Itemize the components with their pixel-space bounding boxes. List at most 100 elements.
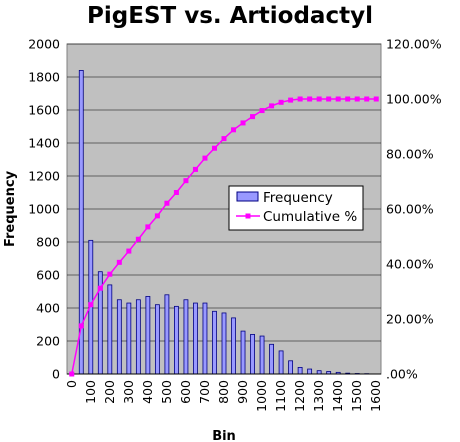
bar	[193, 302, 198, 375]
x-tick-label: 400	[140, 380, 155, 404]
bar	[269, 343, 274, 375]
cumulative-line	[69, 96, 379, 377]
cumulative-marker	[202, 155, 208, 161]
y2-tick-label: 120.00%	[386, 37, 442, 52]
legend-label-frequency: Frequency	[263, 190, 333, 206]
cumulative-marker	[231, 127, 237, 133]
cumulative-marker	[297, 96, 303, 102]
x-tick-label: 900	[235, 380, 250, 404]
cumulative-marker	[288, 97, 294, 103]
cumulative-marker	[354, 96, 360, 102]
x-tick-label: 1200	[292, 380, 307, 412]
cumulative-marker	[316, 96, 322, 102]
x-tick-label: 600	[178, 380, 193, 404]
cumulative-marker	[192, 166, 198, 172]
cumulative-marker	[326, 96, 332, 102]
y2-axis-ticks: .00% 20.00% 40.00% 60.00% 80.00% 100.00% 120.0…	[386, 37, 442, 382]
y-tick-label: 1400	[28, 136, 60, 151]
cumulative-marker	[211, 145, 217, 151]
legend-label-cumulative: Cumulative %	[263, 209, 357, 225]
y2-tick-label: 40.00%	[386, 257, 434, 272]
bar	[278, 350, 284, 375]
bar	[212, 310, 217, 375]
x-axis-title: Bin	[212, 429, 236, 442]
cumulative-marker	[116, 259, 122, 265]
cumulative-marker	[154, 213, 160, 219]
y-tick-label: 1000	[28, 202, 60, 217]
bar	[183, 299, 189, 375]
cumulative-marker	[345, 96, 351, 102]
x-tick-label: 1500	[349, 380, 364, 412]
bar	[288, 360, 294, 375]
y-tick-label: 1200	[28, 169, 60, 184]
cumulative-marker	[107, 271, 113, 277]
legend: Frequency Cumulative %	[228, 185, 364, 231]
y-tick-label: 800	[36, 235, 60, 250]
cumulative-marker	[88, 302, 94, 308]
legend-marker-cumulative	[245, 213, 251, 219]
y-tick-label: 400	[36, 301, 60, 316]
bar	[307, 368, 313, 375]
cumulative-marker	[97, 285, 103, 291]
y2-tick-label: .00%	[386, 367, 418, 382]
y2-tick-label: 100.00%	[386, 92, 442, 107]
y-axis-title: Frequency	[3, 170, 18, 247]
cumulative-marker	[307, 96, 313, 102]
bar	[297, 366, 303, 375]
cumulative-marker	[164, 200, 170, 206]
y2-tick-label: 80.00%	[386, 147, 434, 162]
bar	[174, 305, 179, 375]
cumulative-marker	[126, 248, 132, 254]
legend-swatch-frequency	[236, 191, 259, 202]
y2-tick-label: 20.00%	[386, 312, 434, 327]
cumulative-marker	[173, 190, 179, 195]
x-axis-ticks: 0 100 200 300 400 500 600 700 800 900 1000 1100 1200…	[64, 380, 383, 412]
bar	[164, 294, 170, 375]
x-tick-label: 700	[197, 380, 212, 404]
cumulative-marker	[278, 99, 284, 105]
y-tick-label: 0	[52, 367, 60, 382]
cumulative-marker	[183, 178, 189, 184]
bar	[116, 299, 122, 375]
cumulative-marker	[335, 96, 341, 102]
y-tick-label: 1800	[28, 70, 60, 85]
bar	[154, 304, 160, 375]
y-tick-label: 600	[36, 268, 60, 283]
bar	[221, 312, 227, 375]
cumulative-marker	[250, 114, 256, 120]
x-tick-label: 1100	[273, 380, 288, 412]
cumulative-marker	[259, 108, 265, 114]
x-tick-label: 1000	[254, 380, 269, 412]
y-tick-label: 1600	[28, 103, 60, 118]
x-tick-label: 300	[121, 380, 136, 404]
cumulative-marker	[364, 96, 370, 102]
chart-title: PigEST vs. Artiodactyl	[87, 3, 373, 29]
cumulative-marker	[240, 120, 246, 126]
cumulative-marker	[373, 96, 379, 102]
x-tick-label: 1400	[330, 380, 345, 412]
y2-tick-label: 60.00%	[386, 202, 434, 217]
bar	[135, 299, 141, 375]
x-tick-label: 100	[83, 380, 98, 404]
x-tick-label: 800	[216, 380, 231, 404]
bar	[145, 296, 151, 375]
cumulative-marker	[221, 136, 227, 142]
bar	[202, 302, 208, 375]
cumulative-marker	[145, 224, 151, 230]
cumulative-marker	[269, 103, 275, 109]
bar	[240, 330, 246, 375]
bar	[107, 284, 113, 375]
cumulative-marker	[78, 323, 84, 329]
bar	[259, 335, 265, 375]
bar	[231, 317, 236, 375]
x-tick-label: 1300	[311, 380, 326, 412]
bar	[126, 302, 132, 375]
cumulative-marker	[135, 236, 141, 242]
x-tick-label: 1600	[368, 380, 383, 412]
x-tick-label: 200	[102, 380, 117, 404]
x-tick-label: 0	[64, 380, 79, 388]
y-axis-ticks: 0 200 400 600 800 1000 1200 1400 1600 1800 2000	[28, 37, 60, 382]
bar	[250, 333, 255, 375]
y-tick-label: 200	[36, 334, 60, 349]
